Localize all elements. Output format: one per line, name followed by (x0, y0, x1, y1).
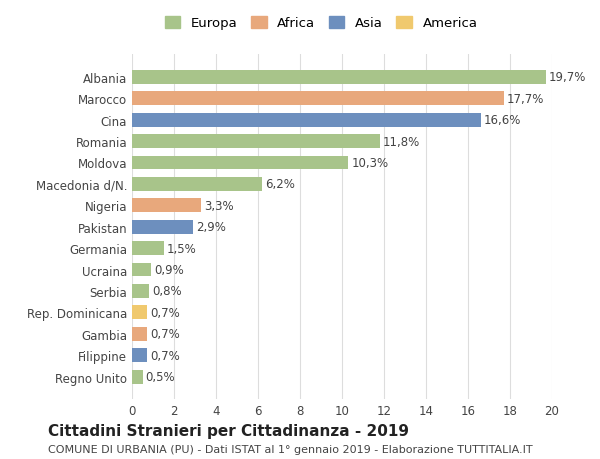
Bar (132, 71, 546, 84)
Text: Cittadini Stranieri per Cittadinanza - 2019: Cittadini Stranieri per Cittadinanza - 2… (48, 423, 409, 438)
Text: 0,9%: 0,9% (154, 263, 184, 276)
Text: 1,5%: 1,5% (167, 242, 196, 255)
Bar (132, 263, 151, 277)
Bar (132, 284, 149, 298)
Text: 11,8%: 11,8% (383, 135, 420, 148)
Text: 10,3%: 10,3% (352, 157, 389, 170)
Text: 6,2%: 6,2% (265, 178, 295, 191)
Text: 2,9%: 2,9% (196, 221, 226, 234)
Bar (132, 199, 202, 213)
Text: 19,7%: 19,7% (549, 71, 586, 84)
Bar (132, 92, 504, 106)
Text: 0,7%: 0,7% (150, 306, 179, 319)
Text: 0,7%: 0,7% (150, 328, 179, 341)
Text: COMUNE DI URBANIA (PU) - Dati ISTAT al 1° gennaio 2019 - Elaborazione TUTTITALIA: COMUNE DI URBANIA (PU) - Dati ISTAT al 1… (48, 444, 533, 454)
Text: 0,7%: 0,7% (150, 349, 179, 362)
Text: 0,5%: 0,5% (146, 370, 175, 383)
Text: 17,7%: 17,7% (507, 93, 544, 106)
Bar (132, 327, 146, 341)
Bar (132, 370, 143, 384)
Bar (132, 156, 348, 170)
Legend: Europa, Africa, Asia, America: Europa, Africa, Asia, America (164, 17, 478, 30)
Bar (132, 241, 163, 256)
Bar (132, 220, 193, 234)
Bar (132, 178, 262, 191)
Bar (132, 306, 146, 319)
Text: 16,6%: 16,6% (484, 114, 521, 127)
Bar (132, 135, 380, 149)
Text: 0,8%: 0,8% (152, 285, 182, 298)
Bar (132, 113, 481, 127)
Text: 3,3%: 3,3% (205, 199, 234, 213)
Bar (132, 348, 146, 362)
